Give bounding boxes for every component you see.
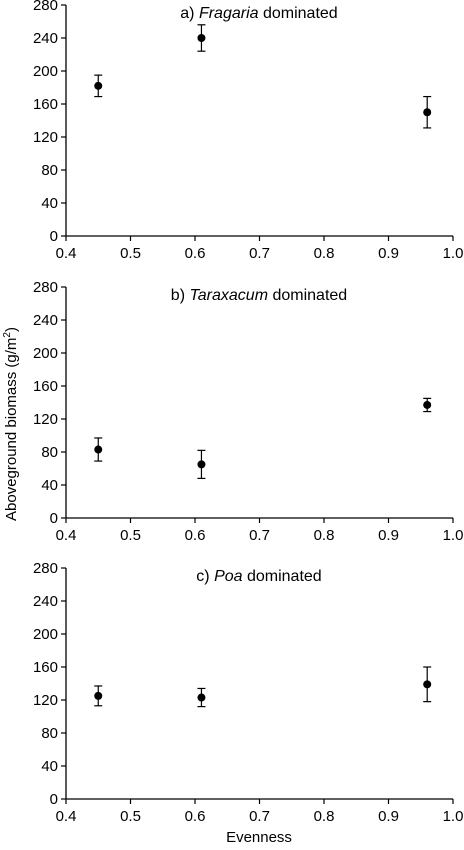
x-tick-label: 0.6	[185, 527, 206, 544]
x-tick-label: 0.9	[378, 808, 399, 825]
data-point	[94, 81, 103, 90]
x-tick-label: 0.8	[314, 808, 335, 825]
panel-title-prefix: c)	[196, 568, 214, 585]
panel-title-suffix: dominated	[268, 287, 347, 304]
y-tick-label: 0	[50, 228, 58, 245]
x-tick-label: 0.5	[120, 808, 141, 825]
y-tick-label: 200	[33, 63, 58, 80]
y-axis-title-text: Aboveground biomass (g/m	[3, 338, 20, 521]
y-tick-label: 240	[33, 30, 58, 47]
y-tick-label: 160	[33, 659, 58, 676]
x-tick-label: 0.7	[249, 245, 270, 262]
panel-title-taxon: Fragaria	[199, 5, 259, 22]
panel-title-prefix: b)	[171, 287, 190, 304]
x-tick-label: 0.8	[314, 527, 335, 544]
x-tick-label: 0.7	[249, 808, 270, 825]
x-tick-label: 1.0	[443, 808, 464, 825]
y-tick-label: 240	[33, 593, 58, 610]
y-tick-label: 40	[41, 195, 58, 212]
x-tick-label: 0.4	[56, 245, 77, 262]
y-tick-label: 200	[33, 345, 58, 362]
panel-title: b) Taraxacum dominated	[171, 287, 347, 304]
y-tick-label: 280	[33, 0, 58, 14]
data-point	[423, 108, 432, 117]
panel-title-taxon: Taraxacum	[189, 287, 268, 304]
y-tick-label: 40	[41, 758, 58, 775]
y-tick-label: 0	[50, 510, 58, 527]
y-tick-label: 80	[41, 444, 58, 461]
x-tick-label: 0.4	[56, 527, 77, 544]
x-tick-label: 0.5	[120, 245, 141, 262]
x-tick-label: 1.0	[443, 245, 464, 262]
y-tick-label: 160	[33, 378, 58, 395]
data-point	[94, 445, 103, 454]
x-tick-label: 0.9	[378, 245, 399, 262]
y-axis-title: Aboveground biomass (g/m2)	[2, 327, 20, 521]
panel-b: 0 40 80 120 160 200 240 280 0.4 0.5 0.6 0.7 0.8 0.9 1.…	[33, 279, 463, 544]
y-tick-label: 160	[33, 96, 58, 113]
x-tick-label: 0.5	[120, 527, 141, 544]
panel-title: a) Fragaria dominated	[180, 5, 337, 22]
panel-title: c) Poa dominated	[196, 568, 321, 585]
panel-title-taxon: Poa	[214, 568, 243, 585]
data-point	[197, 34, 206, 42]
x-tick-label: 0.8	[314, 245, 335, 262]
y-axis-title-close: )	[3, 327, 20, 332]
data-point	[197, 693, 206, 702]
y-tick-label: 80	[41, 725, 58, 742]
x-tick-label: 0.9	[378, 527, 399, 544]
data-point	[197, 460, 206, 469]
y-tick-label: 120	[33, 129, 58, 146]
x-tick-label: 0.7	[249, 527, 270, 544]
x-axis-title: Evenness	[226, 829, 292, 846]
data-point	[423, 680, 432, 689]
y-tick-label: 280	[33, 279, 58, 296]
data-point	[423, 400, 432, 409]
panel-title-suffix: dominated	[243, 568, 322, 585]
x-tick-label: 0.4	[56, 808, 77, 825]
y-tick-label: 40	[41, 477, 58, 494]
y-tick-label: 120	[33, 411, 58, 428]
y-tick-label: 240	[33, 312, 58, 329]
x-tick-label: 0.6	[185, 808, 206, 825]
y-tick-label: 80	[41, 162, 58, 179]
panel-title-suffix: dominated	[259, 5, 338, 22]
panel-title-prefix: a)	[180, 5, 199, 22]
y-axis-title-superscript: 2	[2, 332, 13, 338]
x-tick-label: 1.0	[443, 527, 464, 544]
y-tick-label: 200	[33, 626, 58, 643]
x-tick-label: 0.6	[185, 245, 206, 262]
y-tick-label: 120	[33, 692, 58, 709]
y-tick-label: 280	[33, 560, 58, 577]
panel-c: 0 40 80 120 160 200 240 280 0.4 0.5 0.6 0.7 0.8 0.9 1.…	[33, 560, 463, 825]
panel-a: 0 40 80 120 160 200 240 280 0.4 0.5 0.6 0.7 0.8 0.9 1.…	[33, 0, 463, 262]
data-point	[94, 691, 103, 700]
y-tick-label: 0	[50, 791, 58, 808]
